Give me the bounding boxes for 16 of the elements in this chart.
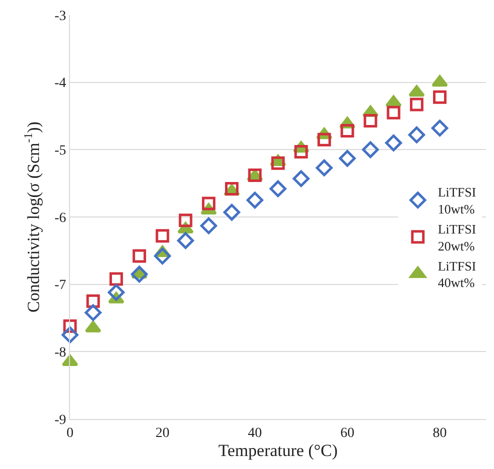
x-axis-title: Temperature (°C) <box>218 441 338 460</box>
y-tick-label: -9 <box>54 412 66 428</box>
y-tick-label: -4 <box>54 76 66 92</box>
y-tick-label: -7 <box>54 278 66 294</box>
legend-label: LiTFSI 10wt% <box>438 184 476 217</box>
y-tick-label: -8 <box>54 346 66 361</box>
x-tick-label: 20 <box>155 426 170 441</box>
y-tick-label: -6 <box>54 210 66 226</box>
legend-label: LiTFSI 40wt% <box>438 258 476 290</box>
y-tick-label: -5 <box>54 144 66 159</box>
y-tick-label: -3 <box>54 8 66 24</box>
x-tick-label: 40 <box>248 426 262 441</box>
x-tick-label: 0 <box>66 426 74 441</box>
x-tick-label: 60 <box>340 426 354 441</box>
x-tick-label: 80 <box>432 426 447 441</box>
legend-label: LiTFSI 20wt% <box>438 222 476 254</box>
